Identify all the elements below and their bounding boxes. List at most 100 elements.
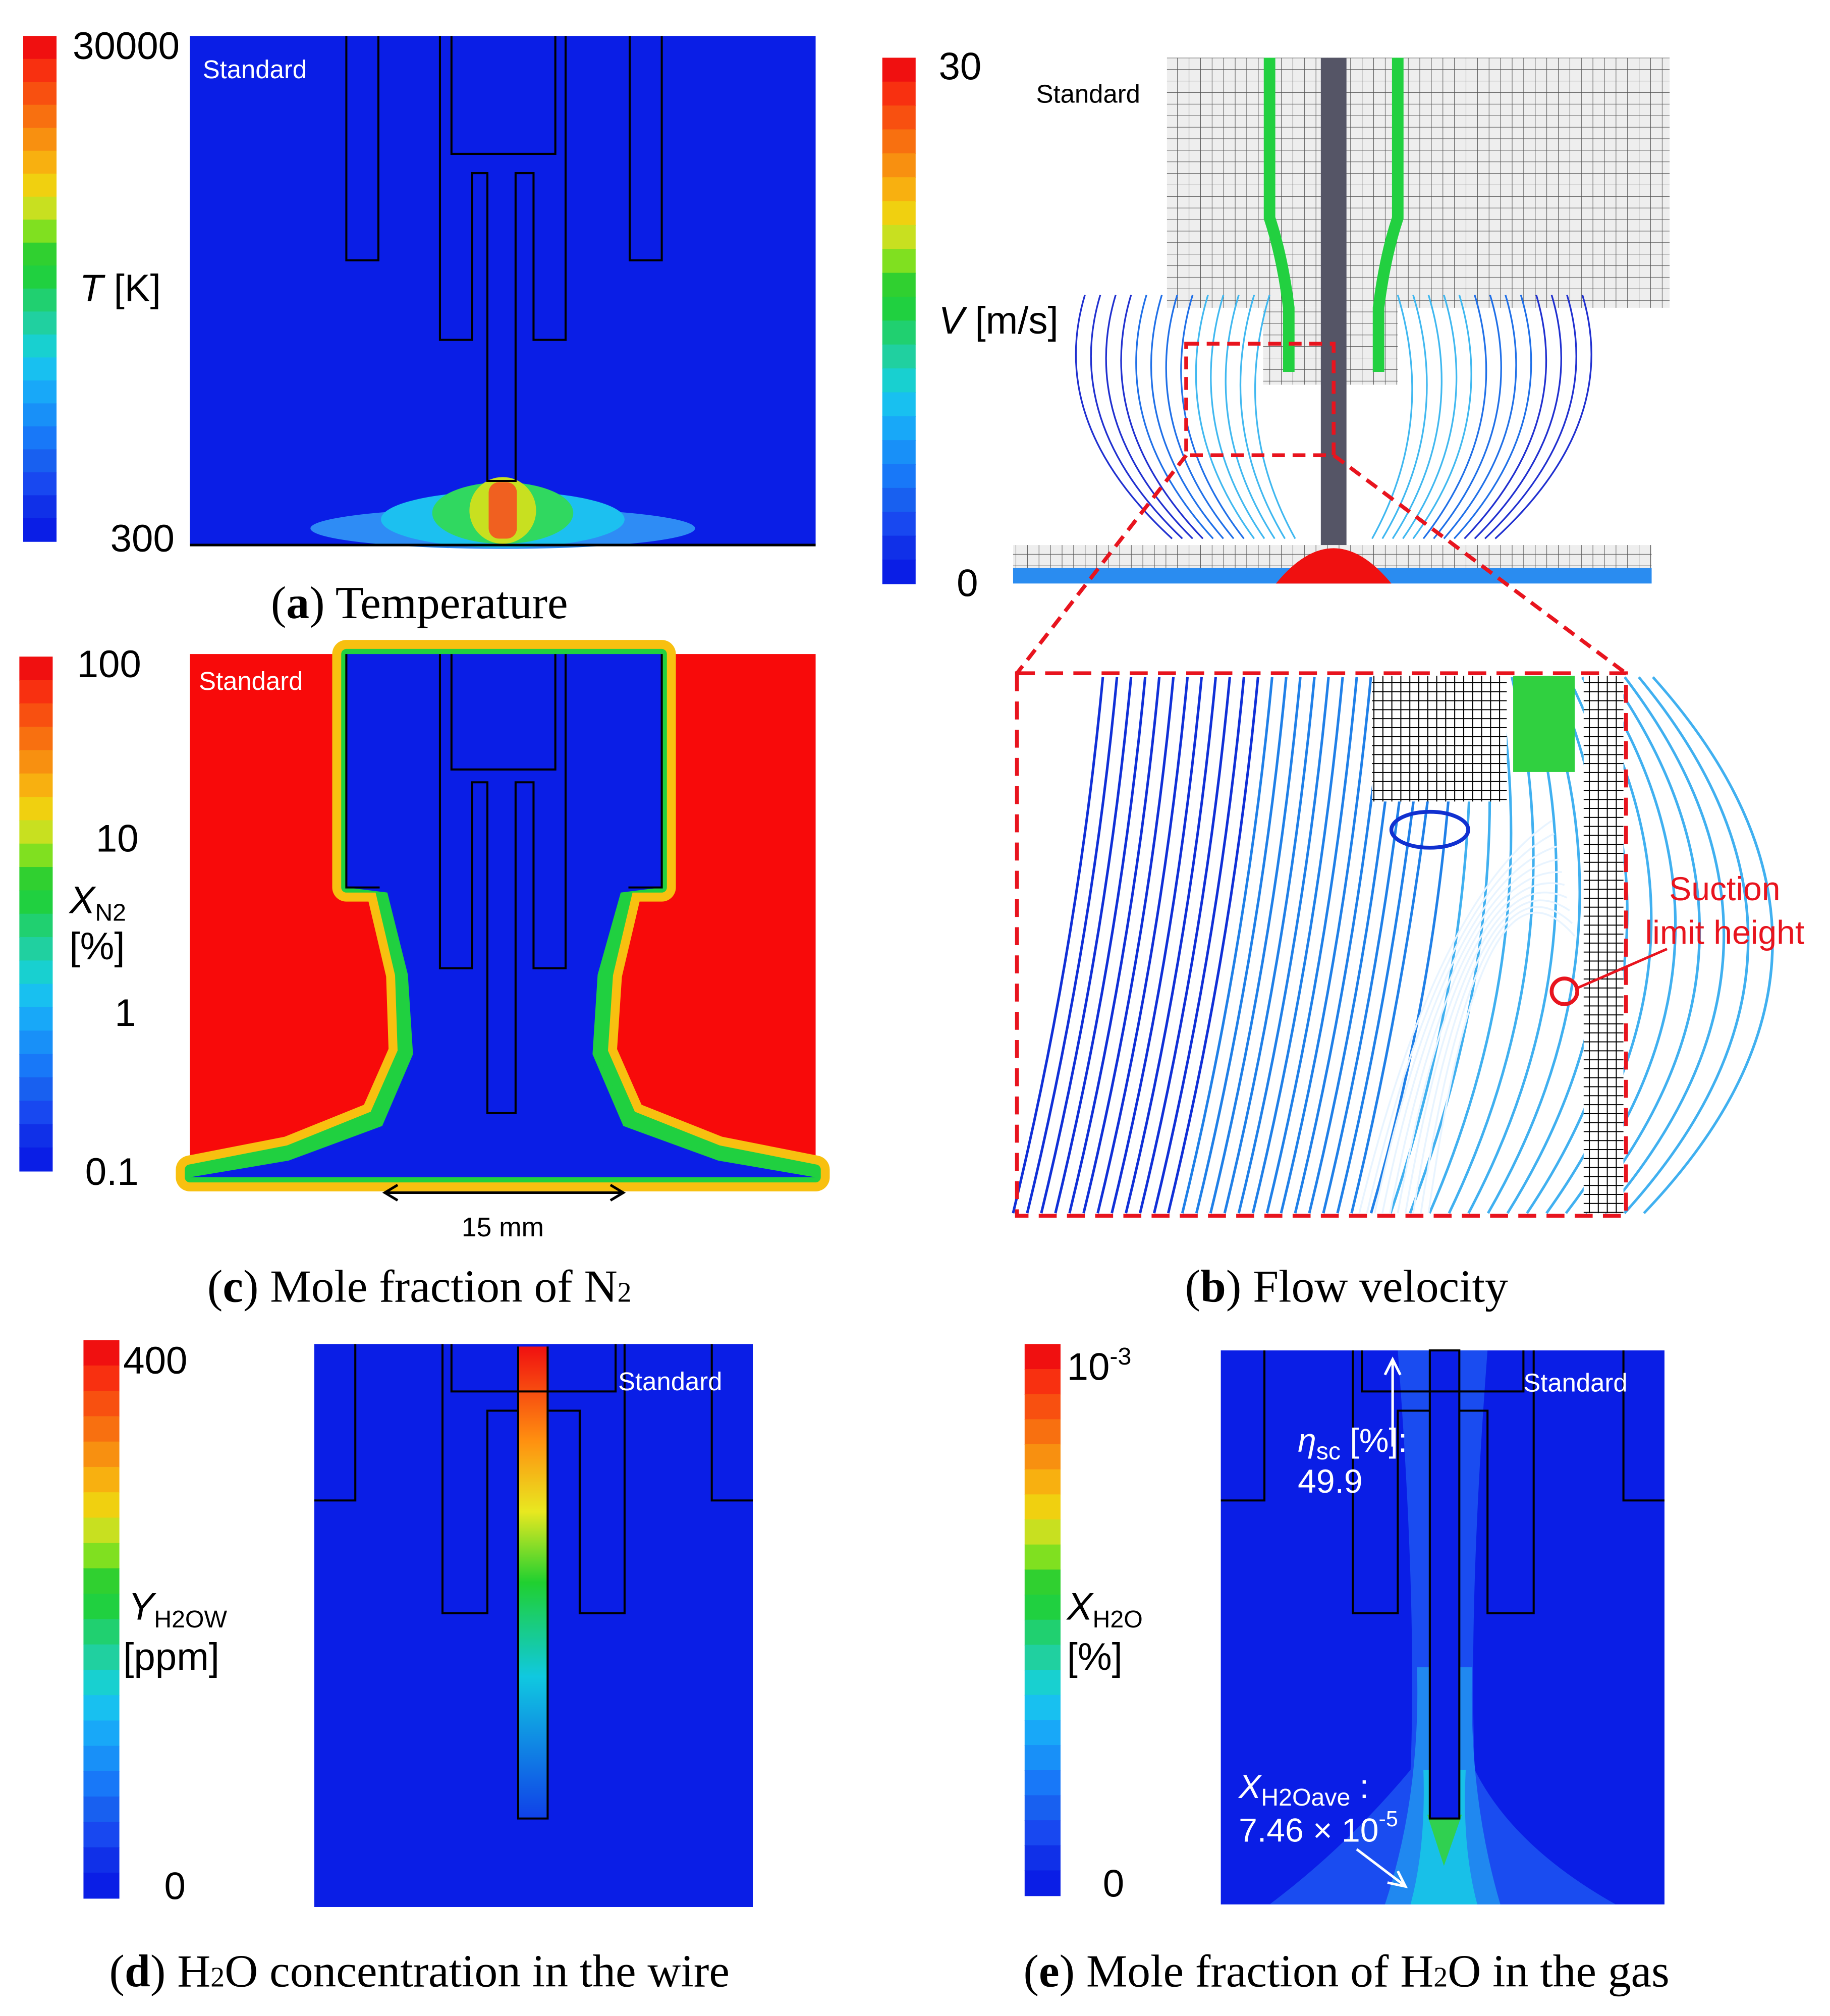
colorbar-band xyxy=(83,1720,120,1747)
streamline xyxy=(1239,295,1286,539)
zoom-frame xyxy=(1015,671,1628,1218)
colorbar-band xyxy=(1024,1569,1061,1596)
streamline xyxy=(1604,676,1726,1214)
colorbar-band xyxy=(23,242,57,266)
colorbar-band xyxy=(1024,1444,1061,1470)
streamline xyxy=(1265,677,1358,1214)
legend-label: Standard xyxy=(203,55,307,84)
colorbar-band xyxy=(19,680,53,704)
colorbar-band xyxy=(83,1543,120,1569)
colorbar-band xyxy=(1024,1519,1061,1545)
colorbar-band xyxy=(1024,1695,1061,1721)
colorbar-band xyxy=(23,128,57,151)
colorbar-band xyxy=(83,1847,120,1874)
legend-label: Standard xyxy=(199,667,303,695)
colorbar-band xyxy=(23,495,57,519)
colorbar-tick: 0 xyxy=(1103,1863,1124,1905)
colorbar-band xyxy=(83,1822,120,1848)
streamline xyxy=(1181,677,1273,1214)
colorbar-band xyxy=(19,960,53,985)
colorbar-band xyxy=(19,984,53,1008)
streamline xyxy=(1105,295,1193,539)
contour xyxy=(488,482,517,539)
colorbar-band xyxy=(882,249,916,274)
contour xyxy=(1427,1815,1462,1866)
streamline xyxy=(1165,295,1235,539)
colorbar-band xyxy=(19,703,53,728)
colorbar-label: [ppm] xyxy=(123,1636,219,1678)
streamline xyxy=(1040,677,1133,1214)
colorbar-tick: 30000 xyxy=(73,25,180,68)
colorbar-band xyxy=(23,220,57,244)
colorbar-label: XN2 xyxy=(68,879,126,926)
streamline xyxy=(1167,677,1259,1214)
colorbar-label: XH2O xyxy=(1066,1586,1143,1633)
streamline xyxy=(1428,677,1513,1214)
colorbar-band xyxy=(83,1391,120,1417)
colorbar-band xyxy=(882,296,916,321)
panel-c: 100 10 1 0.1 XN2 [%] Standard 15 mm (c) … xyxy=(19,640,830,1312)
streamline xyxy=(1484,295,1577,539)
colorbar xyxy=(83,1340,120,1899)
colorbar-band xyxy=(23,150,57,175)
colorbar-band xyxy=(1024,1469,1061,1495)
colorbar-band xyxy=(19,1147,53,1172)
colorbar-band xyxy=(882,344,916,369)
streamline xyxy=(1402,295,1458,539)
colorbar-band xyxy=(23,380,57,404)
streamline xyxy=(1443,295,1517,539)
annotation: Suction xyxy=(1669,870,1780,908)
colorbar-band xyxy=(882,273,916,298)
colorbar-band xyxy=(23,59,57,83)
colorbar-band xyxy=(19,843,53,868)
streamline xyxy=(1111,677,1203,1214)
streamline xyxy=(1152,677,1245,1214)
streamline xyxy=(1389,871,1562,1214)
contour xyxy=(1513,676,1575,772)
colorbar-band xyxy=(1024,1720,1061,1746)
legend-label: Standard xyxy=(618,1367,722,1396)
colorbar-label: YH2OW xyxy=(128,1586,227,1633)
colorbar-band xyxy=(19,913,53,938)
streamline xyxy=(1474,295,1562,539)
streamline xyxy=(1433,295,1502,539)
streamline xyxy=(1427,911,1576,1214)
streamline xyxy=(1075,295,1173,539)
colorbar-band xyxy=(19,657,53,681)
streamline xyxy=(1195,295,1255,539)
colorbar-band xyxy=(23,104,57,129)
streamline xyxy=(1135,295,1214,539)
colorbar-band xyxy=(1024,1645,1061,1671)
panel-b: 30 0 V [m/s] Standard Suction limit heig… xyxy=(882,45,1804,1312)
colorbar-band xyxy=(882,368,916,393)
panel-a: 30000 300 T [K] Standard (a) Temperature xyxy=(23,25,816,628)
colorbar-band xyxy=(1024,1394,1061,1420)
colorbar-band xyxy=(19,890,53,914)
colorbar-tick: 0.1 xyxy=(85,1151,139,1193)
streamline xyxy=(1150,295,1224,539)
colorbar-band xyxy=(19,1101,53,1125)
mesh xyxy=(1583,676,1624,1214)
streamline xyxy=(1209,677,1302,1214)
colorbar xyxy=(1024,1344,1061,1896)
streamline xyxy=(1139,677,1231,1214)
streamline xyxy=(1623,676,1750,1214)
caption: (a) Temperature xyxy=(271,577,568,628)
colorbar-band xyxy=(23,265,57,290)
colorbar-label: [%] xyxy=(1067,1636,1123,1678)
colorbar-tick: 0 xyxy=(957,562,978,605)
colorbar-band xyxy=(23,174,57,198)
colorbar-tick: 100 xyxy=(77,643,141,686)
colorbar-band xyxy=(83,1695,120,1721)
arrow xyxy=(1356,1848,1408,1888)
colorbar-band xyxy=(1024,1595,1061,1620)
colorbar-tick: 10-3 xyxy=(1067,1343,1132,1388)
mesh xyxy=(1167,58,1670,308)
contour-plot xyxy=(190,36,816,546)
colorbar-band xyxy=(83,1796,120,1823)
colorbar-band xyxy=(23,357,57,382)
colorbar-band xyxy=(882,559,916,584)
nozzle-outline xyxy=(345,654,663,1114)
colorbar-band xyxy=(1024,1419,1061,1445)
colorbar-band xyxy=(19,1124,53,1149)
